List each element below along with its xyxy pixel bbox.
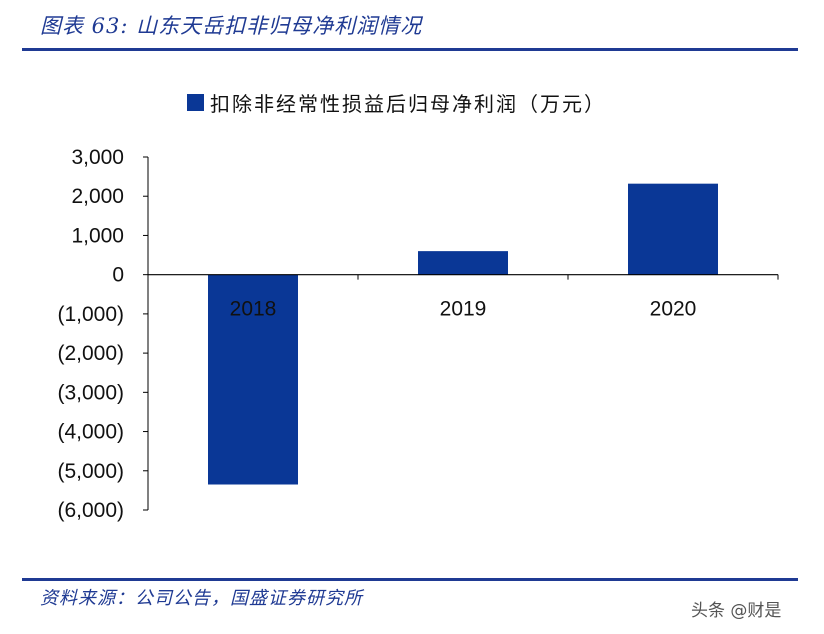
source-note: 资料来源：公司公告，国盛证券研究所 xyxy=(40,588,363,609)
y-tick-label: (1,000) xyxy=(57,303,124,326)
legend-swatch xyxy=(187,94,204,111)
bar-2018 xyxy=(208,274,298,485)
x-tick-label: 2020 xyxy=(650,298,697,321)
y-tick-label: (3,000) xyxy=(57,381,124,404)
legend-label: 扣除非经常性损益后归母净利润（万元） xyxy=(210,92,606,116)
bar-2020 xyxy=(628,183,718,275)
y-tick-label: 0 xyxy=(112,264,124,287)
x-tick-label: 2019 xyxy=(440,298,487,321)
chart-legend: 扣除非经常性损益后归母净利润（万元） xyxy=(187,88,606,117)
y-tick-label: 1,000 xyxy=(71,224,124,247)
y-tick-label: (4,000) xyxy=(57,421,124,444)
y-tick-label: (5,000) xyxy=(57,460,124,483)
top-rule xyxy=(22,48,798,51)
y-tick-label: 3,000 xyxy=(71,146,124,169)
bar-2019 xyxy=(418,251,508,275)
watermark: 头条 @财是 xyxy=(691,601,782,621)
bottom-rule xyxy=(22,578,798,581)
x-tick-label: 2018 xyxy=(230,298,277,321)
y-tick-label: 2,000 xyxy=(71,185,124,208)
y-tick-label: (2,000) xyxy=(57,342,124,365)
y-tick-label: (6,000) xyxy=(57,499,124,522)
figure-title: 图表 63: 山东天岳扣非归母净利润情况 xyxy=(40,14,423,38)
